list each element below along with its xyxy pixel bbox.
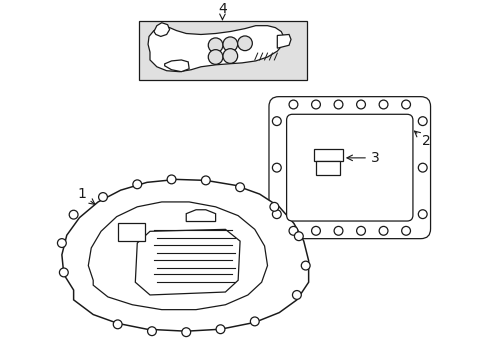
Circle shape	[201, 176, 210, 185]
Circle shape	[333, 100, 342, 109]
Circle shape	[417, 210, 426, 219]
Circle shape	[113, 320, 122, 329]
Circle shape	[378, 100, 387, 109]
Circle shape	[223, 37, 237, 51]
Text: 4: 4	[218, 2, 226, 19]
Polygon shape	[135, 229, 240, 295]
Circle shape	[356, 226, 365, 235]
Circle shape	[250, 317, 259, 326]
Circle shape	[269, 202, 278, 211]
Circle shape	[235, 183, 244, 192]
Circle shape	[401, 226, 409, 235]
Circle shape	[311, 226, 320, 235]
Polygon shape	[186, 210, 215, 221]
FancyBboxPatch shape	[286, 114, 412, 221]
Circle shape	[99, 193, 107, 202]
Circle shape	[333, 226, 342, 235]
Circle shape	[69, 210, 78, 219]
Circle shape	[288, 100, 297, 109]
Bar	[313, 149, 342, 161]
Polygon shape	[154, 23, 169, 36]
Circle shape	[223, 49, 237, 63]
Polygon shape	[277, 35, 290, 48]
Circle shape	[208, 50, 223, 64]
Circle shape	[288, 226, 297, 235]
Circle shape	[58, 239, 66, 247]
Circle shape	[272, 117, 281, 126]
Circle shape	[208, 38, 223, 53]
Circle shape	[216, 325, 224, 334]
Text: 2: 2	[414, 131, 429, 148]
Circle shape	[311, 100, 320, 109]
Circle shape	[237, 36, 252, 51]
Circle shape	[133, 180, 142, 189]
Circle shape	[378, 226, 387, 235]
Circle shape	[292, 291, 301, 300]
Bar	[118, 224, 145, 241]
Circle shape	[182, 328, 190, 337]
Circle shape	[294, 232, 303, 240]
Polygon shape	[148, 26, 284, 72]
Circle shape	[167, 175, 176, 184]
Bar	[316, 161, 339, 175]
Bar	[139, 21, 306, 80]
Circle shape	[272, 163, 281, 172]
Circle shape	[356, 100, 365, 109]
Circle shape	[417, 117, 426, 126]
Text: 3: 3	[346, 151, 379, 165]
Circle shape	[60, 268, 68, 277]
FancyBboxPatch shape	[268, 97, 429, 239]
Text: 1: 1	[77, 187, 95, 204]
Polygon shape	[62, 179, 308, 331]
Polygon shape	[88, 202, 267, 310]
Circle shape	[401, 100, 409, 109]
Circle shape	[417, 163, 426, 172]
Polygon shape	[164, 60, 189, 72]
Circle shape	[272, 210, 281, 219]
Circle shape	[301, 261, 309, 270]
Circle shape	[147, 327, 156, 336]
